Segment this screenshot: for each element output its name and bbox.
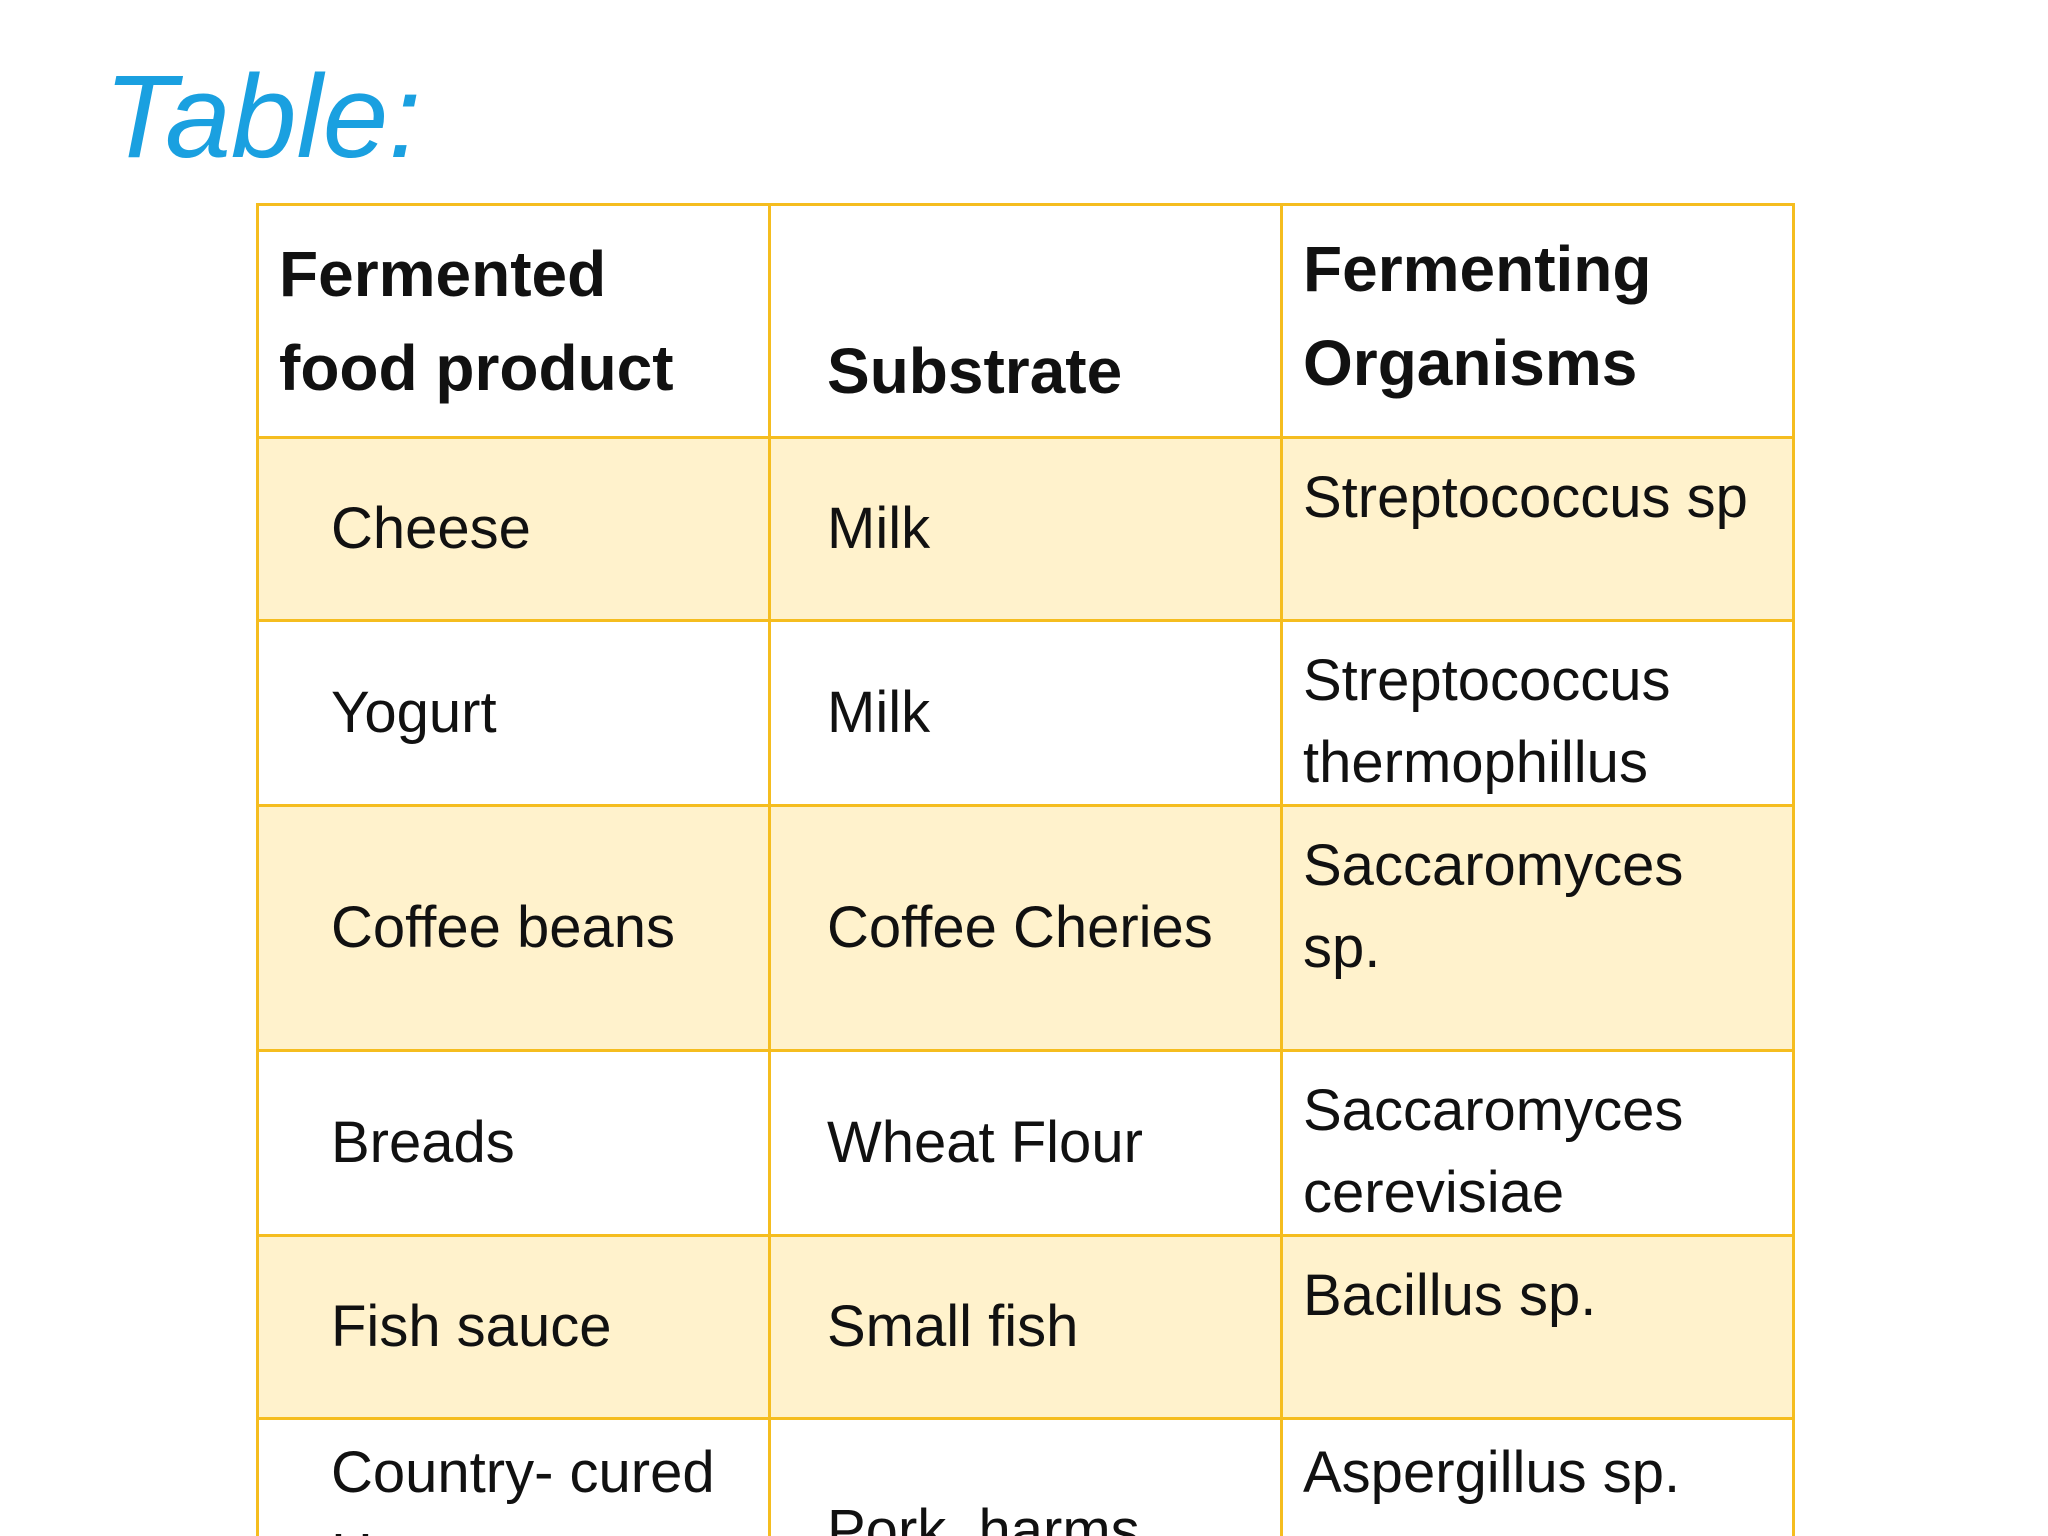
- table-row: Fish sauce Small fish Bacillus sp.: [256, 1234, 1795, 1420]
- food-cell: Country- cured Harms: [256, 1417, 771, 1536]
- organism-cell: Aspergillus sp.: [1280, 1417, 1795, 1536]
- header-fermented-food: Fermented food product: [256, 203, 771, 439]
- substrate-cell: Coffee Cheries: [768, 804, 1283, 1052]
- substrate-cell: Milk: [768, 619, 1283, 807]
- table-row: Cheese Milk Streptococcus sp: [256, 436, 1795, 622]
- organism-cell: Streptococcus sp: [1280, 436, 1795, 622]
- slide-title: Table:: [104, 51, 422, 183]
- table-row: Yogurt Milk Streptococcus thermophillus: [256, 619, 1795, 807]
- substrate-cell: Small fish: [768, 1234, 1283, 1420]
- organism-cell: Streptococcus thermophillus: [1280, 619, 1795, 807]
- fermentation-table: Fermented food product Substrate Ferment…: [256, 203, 1795, 1536]
- table-row: Country- cured Harms Pork, harms Aspergi…: [256, 1417, 1795, 1536]
- food-cell: Fish sauce: [256, 1234, 771, 1420]
- header-substrate: Substrate: [768, 203, 1283, 439]
- substrate-cell: Wheat Flour: [768, 1049, 1283, 1237]
- substrate-cell: Milk: [768, 436, 1283, 622]
- food-cell: Yogurt: [256, 619, 771, 807]
- substrate-cell: Pork, harms: [768, 1417, 1283, 1536]
- organism-cell: Saccaromyces cerevisiae: [1280, 1049, 1795, 1237]
- table-row: Breads Wheat Flour Saccaromyces cerevisi…: [256, 1049, 1795, 1237]
- food-cell: Cheese: [256, 436, 771, 622]
- table-header-row: Fermented food product Substrate Ferment…: [256, 203, 1795, 439]
- organism-cell: Saccaromyces sp.: [1280, 804, 1795, 1052]
- table-row: Coffee beans Coffee Cheries Saccaromyces…: [256, 804, 1795, 1052]
- food-cell: Coffee beans: [256, 804, 771, 1052]
- organism-cell: Bacillus sp.: [1280, 1234, 1795, 1420]
- food-cell: Breads: [256, 1049, 771, 1237]
- header-fermenting-organisms: Fermenting Organisms: [1280, 203, 1795, 439]
